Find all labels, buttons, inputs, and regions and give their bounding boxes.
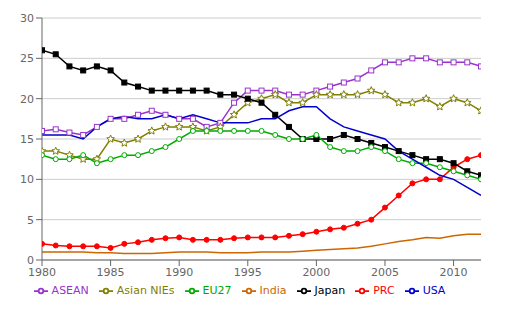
html-text:USA: USA <box>422 284 446 297</box>
html-text:ASEAN: ASEAN <box>51 284 89 297</box>
svg-text:1995: 1995 <box>234 266 262 279</box>
html-text:EU27: EU27 <box>202 284 232 297</box>
svg-text:1980: 1980 <box>28 266 56 279</box>
html-text:Asian NIEs: Asian NIEs <box>116 284 175 297</box>
svg-text:1985: 1985 <box>97 266 125 279</box>
svg-text:30: 30 <box>20 12 34 25</box>
svg-text:0: 0 <box>27 254 34 267</box>
svg-text:15: 15 <box>20 133 34 146</box>
svg-text:1990: 1990 <box>165 266 193 279</box>
html-text:India: India <box>259 284 287 297</box>
svg-text:2010: 2010 <box>440 266 468 279</box>
svg-text:2005: 2005 <box>371 266 399 279</box>
html-text:Japan: Japan <box>314 284 346 297</box>
svg-text:5: 5 <box>27 214 34 227</box>
svg-text:2000: 2000 <box>302 266 330 279</box>
svg-text:25: 25 <box>20 52 34 65</box>
svg-text:10: 10 <box>20 173 34 186</box>
svg-text:20: 20 <box>20 93 34 106</box>
html-text:PRC: PRC <box>373 284 395 297</box>
